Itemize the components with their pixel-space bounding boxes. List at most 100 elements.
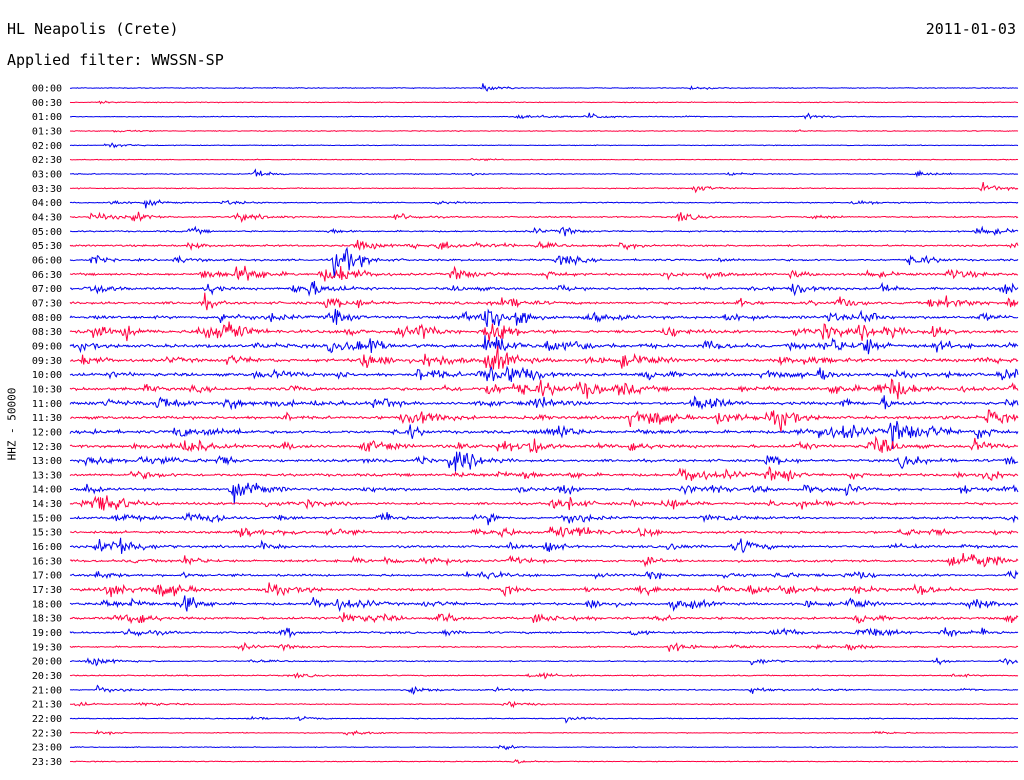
row-time-label: 09:00	[32, 341, 62, 352]
row-time-label: 17:30	[32, 585, 62, 596]
row-time-label: 06:30	[32, 270, 62, 281]
trace-row	[69, 612, 1019, 625]
trace-row	[69, 569, 1019, 580]
row-time-label: 13:30	[32, 470, 62, 481]
row-time-label: 04:00	[32, 198, 62, 209]
trace-row	[69, 239, 1019, 251]
trace-row	[69, 365, 1019, 382]
trace-row	[69, 511, 1019, 526]
row-time-label: 12:00	[32, 427, 62, 438]
row-time-label: 20:00	[32, 657, 62, 668]
row-time-label: 11:00	[32, 399, 62, 410]
row-time-label: 10:30	[32, 384, 62, 395]
trace-row	[69, 482, 1019, 505]
row-time-label: 19:30	[32, 642, 62, 653]
row-time-label: 16:30	[32, 556, 62, 567]
filter-label: Applied filter: WWSSN-SP	[7, 51, 224, 69]
row-time-label: 14:30	[32, 499, 62, 510]
row-time-label: 11:30	[32, 413, 62, 424]
station-title: HL Neapolis (Crete)	[7, 20, 179, 38]
row-time-label: 02:00	[32, 141, 62, 152]
trace-row	[69, 292, 1019, 311]
row-time-label: 00:00	[32, 84, 62, 95]
trace-row	[69, 158, 1019, 162]
trace-row	[69, 321, 1019, 342]
row-time-label: 23:00	[32, 743, 62, 754]
trace-row	[69, 420, 1019, 450]
row-time-label: 08:30	[32, 327, 62, 338]
trace-row	[69, 378, 1019, 400]
row-time-label: 13:00	[32, 456, 62, 467]
trace-row	[69, 466, 1019, 482]
trace-row	[70, 168, 1019, 178]
row-time-label: 17:00	[32, 571, 62, 582]
trace-row	[69, 265, 1019, 282]
row-time-label: 21:30	[32, 700, 62, 711]
seismogram-traces	[69, 83, 1019, 764]
trace-row	[69, 129, 1019, 133]
trace-row	[69, 729, 1019, 736]
row-time-label: 02:30	[32, 155, 62, 166]
row-time-label: 01:00	[32, 112, 62, 123]
trace-row	[69, 211, 1019, 223]
trace-row	[69, 451, 1019, 472]
trace-row	[69, 409, 1019, 433]
row-time-label: 05:00	[32, 227, 62, 238]
row-time-label: 03:30	[32, 184, 62, 195]
trace-row	[69, 526, 1019, 539]
trace-row	[69, 246, 1019, 278]
row-time-label: 12:30	[32, 442, 62, 453]
trace-row	[69, 700, 1019, 709]
trace-row	[69, 684, 1019, 695]
row-time-labels: 00:00 00:30 01:00 01:30 02:00 02:30 03:00 03:30…	[32, 84, 62, 769]
row-time-label: 03:00	[32, 169, 62, 180]
row-time-label: 21:00	[32, 685, 62, 696]
row-time-label: 09:30	[32, 356, 62, 367]
row-time-label: 22:00	[32, 714, 62, 725]
trace-row	[69, 582, 1019, 598]
row-time-label: 20:30	[32, 671, 62, 682]
row-time-label: 14:00	[32, 485, 62, 496]
row-time-label: 08:00	[32, 313, 62, 324]
trace-row	[69, 495, 1019, 511]
trace-row	[69, 641, 1019, 652]
row-time-label: 15:30	[32, 528, 62, 539]
trace-row	[69, 537, 1019, 554]
trace-row	[69, 759, 1019, 764]
trace-row	[69, 100, 1019, 105]
trace-row	[69, 345, 1019, 370]
trace-row	[69, 280, 1019, 297]
row-time-label: 23:30	[32, 757, 62, 768]
trace-row	[70, 225, 1019, 237]
trace-row	[69, 395, 1019, 411]
date-label: 2011-01-03	[925, 20, 1016, 38]
row-time-label: 05:30	[32, 241, 62, 252]
trace-row	[69, 715, 1018, 724]
row-time-label: 22:30	[32, 728, 62, 739]
row-time-label: 19:00	[32, 628, 62, 639]
trace-row	[69, 308, 1019, 328]
row-time-label: 07:30	[32, 298, 62, 309]
trace-row	[69, 335, 1019, 355]
row-time-label: 18:30	[32, 614, 62, 625]
trace-row	[69, 182, 1019, 194]
trace-row	[69, 112, 1019, 120]
row-time-label: 00:30	[32, 98, 62, 109]
trace-row	[69, 627, 1019, 639]
trace-row	[69, 83, 1018, 92]
row-time-label: 18:00	[32, 599, 62, 610]
row-time-label: 16:00	[32, 542, 62, 553]
row-time-label: 15:00	[32, 513, 62, 524]
trace-row	[69, 435, 1019, 454]
trace-row	[69, 199, 1019, 209]
row-time-label: 04:30	[32, 212, 62, 223]
row-time-label: 01:30	[32, 126, 62, 137]
trace-row	[69, 744, 1019, 751]
row-time-label: 06:00	[32, 255, 62, 266]
trace-row	[69, 142, 1019, 149]
trace-row	[69, 553, 1019, 568]
trace-row	[69, 671, 1019, 680]
row-time-label: 07:00	[32, 284, 62, 295]
row-time-label: 10:00	[32, 370, 62, 381]
